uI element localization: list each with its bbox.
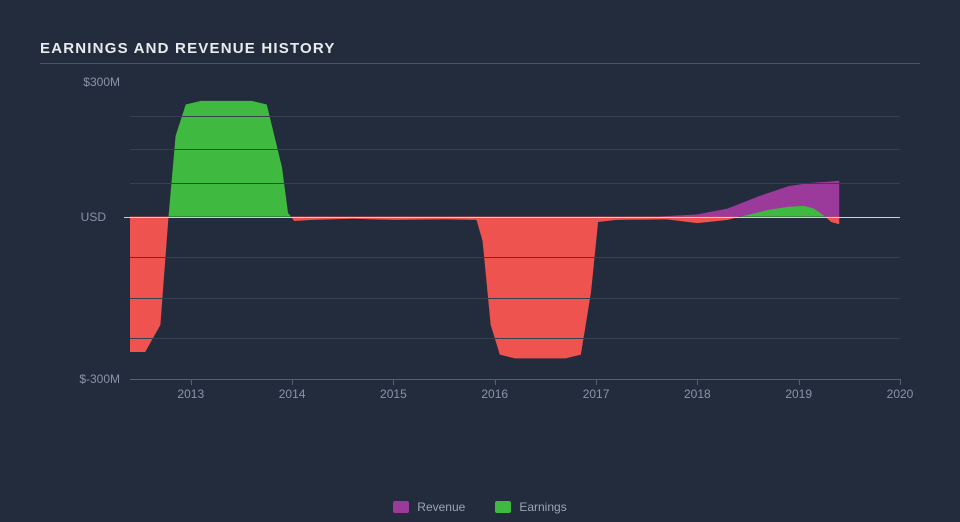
plot-region: 20132014201520162017201820192020: [130, 82, 900, 412]
grid-line: [130, 257, 900, 258]
x-tick-label: 2019: [785, 387, 812, 444]
area-svg: [130, 82, 900, 412]
x-tick: [495, 379, 496, 385]
x-tick: [697, 379, 698, 385]
legend-label-earnings: Earnings: [519, 500, 566, 514]
chart-title: EARNINGS AND REVENUE HISTORY: [40, 40, 920, 57]
x-tick: [393, 379, 394, 385]
legend-item-earnings: Earnings: [495, 500, 566, 514]
x-tick-label: 2016: [481, 387, 508, 444]
y-axis-label: USD: [36, 210, 106, 224]
grid-line: [130, 338, 900, 339]
x-tick: [900, 379, 901, 385]
grid-line: [130, 183, 900, 184]
grid-line: [130, 116, 900, 117]
x-axis: [130, 379, 900, 380]
series-earnings-neg: [130, 217, 169, 352]
y-tick-label: $300M: [50, 75, 120, 89]
x-tick-label: 2020: [887, 387, 914, 444]
legend-label-revenue: Revenue: [417, 500, 465, 514]
x-tick: [596, 379, 597, 385]
grid-line: [130, 298, 900, 299]
x-tick-label: 2014: [279, 387, 306, 444]
series-earnings-pos: [169, 101, 292, 217]
legend: Revenue Earnings: [0, 500, 960, 514]
x-tick: [799, 379, 800, 385]
x-tick-label: 2013: [177, 387, 204, 444]
legend-item-revenue: Revenue: [393, 500, 465, 514]
title-underline: [40, 63, 920, 64]
x-tick: [191, 379, 192, 385]
y-tick-label: $-300M: [50, 372, 120, 386]
zero-line: [124, 217, 900, 219]
x-tick-label: 2018: [684, 387, 711, 444]
series-earnings-neg: [291, 217, 740, 359]
x-tick-label: 2017: [583, 387, 610, 444]
x-tick: [292, 379, 293, 385]
legend-swatch-revenue: [393, 501, 409, 513]
grid-line: [130, 149, 900, 150]
chart-area: 20132014201520162017201820192020 $300M$-…: [40, 82, 920, 452]
legend-swatch-earnings: [495, 501, 511, 513]
x-tick-label: 2015: [380, 387, 407, 444]
